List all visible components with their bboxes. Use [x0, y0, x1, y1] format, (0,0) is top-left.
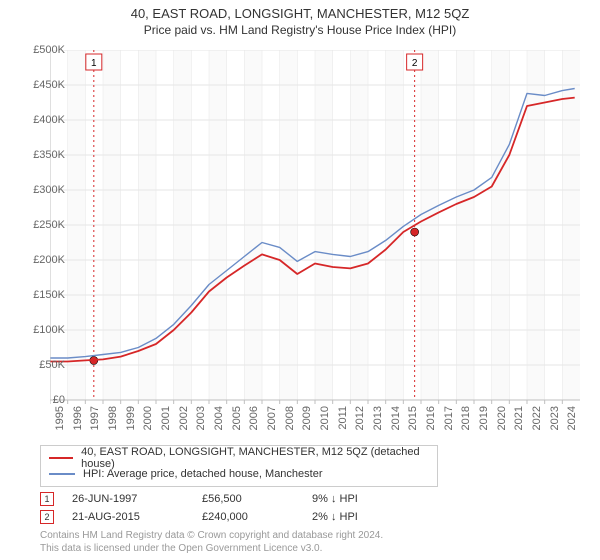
event-badge: 1 — [40, 492, 54, 506]
event-date: 21-AUG-2015 — [72, 511, 202, 523]
x-axis-label: 2002 — [178, 406, 190, 430]
x-axis-label: 1998 — [107, 406, 119, 430]
x-axis-label: 2013 — [372, 406, 384, 430]
legend-swatch — [49, 457, 73, 459]
y-axis-label: £250K — [20, 219, 65, 231]
x-axis-label: 2008 — [284, 406, 296, 430]
y-axis-label: £150K — [20, 289, 65, 301]
y-axis-label: £100K — [20, 324, 65, 336]
x-axis-label: 2024 — [566, 406, 578, 430]
x-axis-label: 2018 — [460, 406, 472, 430]
x-axis-label: 2006 — [248, 406, 260, 430]
x-axis-label: 1997 — [89, 406, 101, 430]
legend-label: HPI: Average price, detached house, Manc… — [83, 468, 323, 480]
footer-note: Contains HM Land Registry data © Crown c… — [40, 530, 383, 555]
legend-swatch — [49, 473, 75, 475]
x-axis-label: 2010 — [319, 406, 331, 430]
legend-row: 40, EAST ROAD, LONGSIGHT, MANCHESTER, M1… — [49, 450, 429, 466]
x-axis-label: 2017 — [443, 406, 455, 430]
x-axis-label: 1995 — [54, 406, 66, 430]
x-axis-label: 2011 — [337, 406, 349, 430]
events-block: 1 26-JUN-1997 £56,500 9% ↓ HPI 2 21-AUG-… — [40, 490, 412, 526]
x-axis-label: 2014 — [390, 406, 402, 430]
legend-label: 40, EAST ROAD, LONGSIGHT, MANCHESTER, M1… — [81, 446, 429, 470]
chart-title: 40, EAST ROAD, LONGSIGHT, MANCHESTER, M1… — [0, 6, 600, 21]
x-axis-label: 2022 — [531, 406, 543, 430]
svg-text:2: 2 — [412, 58, 418, 69]
title-block: 40, EAST ROAD, LONGSIGHT, MANCHESTER, M1… — [0, 0, 600, 37]
event-date: 26-JUN-1997 — [72, 493, 202, 505]
x-axis-label: 2001 — [160, 406, 172, 430]
x-axis-label: 2009 — [301, 406, 313, 430]
y-axis-label: £450K — [20, 79, 65, 91]
y-axis-label: £500K — [20, 44, 65, 56]
x-axis-label: 2005 — [231, 406, 243, 430]
x-axis-label: 2000 — [142, 406, 154, 430]
footer-line: This data is licensed under the Open Gov… — [40, 543, 383, 556]
y-axis-label: £400K — [20, 114, 65, 126]
x-axis-label: 2019 — [478, 406, 490, 430]
y-axis-label: £50K — [20, 359, 65, 371]
y-axis-label: £0 — [20, 394, 65, 406]
x-axis-label: 2007 — [266, 406, 278, 430]
chart-container: 40, EAST ROAD, LONGSIGHT, MANCHESTER, M1… — [0, 0, 600, 560]
event-badge: 2 — [40, 510, 54, 524]
x-axis-label: 2015 — [407, 406, 419, 430]
event-price: £56,500 — [202, 493, 312, 505]
x-axis-label: 1996 — [72, 406, 84, 430]
event-pct: 9% ↓ HPI — [312, 493, 412, 505]
chart-subtitle: Price paid vs. HM Land Registry's House … — [0, 23, 600, 37]
x-axis-label: 2021 — [513, 406, 525, 430]
x-axis-label: 2012 — [354, 406, 366, 430]
svg-text:1: 1 — [91, 58, 97, 69]
chart-svg: 12 — [50, 50, 580, 445]
y-axis-label: £300K — [20, 184, 65, 196]
event-row: 1 26-JUN-1997 £56,500 9% ↓ HPI — [40, 490, 412, 508]
x-axis-label: 1999 — [125, 406, 137, 430]
legend-box: 40, EAST ROAD, LONGSIGHT, MANCHESTER, M1… — [40, 445, 438, 487]
x-axis-label: 2020 — [496, 406, 508, 430]
x-axis-label: 2003 — [195, 406, 207, 430]
footer-line: Contains HM Land Registry data © Crown c… — [40, 530, 383, 543]
x-axis-label: 2023 — [549, 406, 561, 430]
event-pct: 2% ↓ HPI — [312, 511, 412, 523]
x-axis-label: 2016 — [425, 406, 437, 430]
y-axis-label: £200K — [20, 254, 65, 266]
event-row: 2 21-AUG-2015 £240,000 2% ↓ HPI — [40, 508, 412, 526]
y-axis-label: £350K — [20, 149, 65, 161]
x-axis-label: 2004 — [213, 406, 225, 430]
event-price: £240,000 — [202, 511, 312, 523]
chart-area: 12 — [50, 50, 580, 400]
